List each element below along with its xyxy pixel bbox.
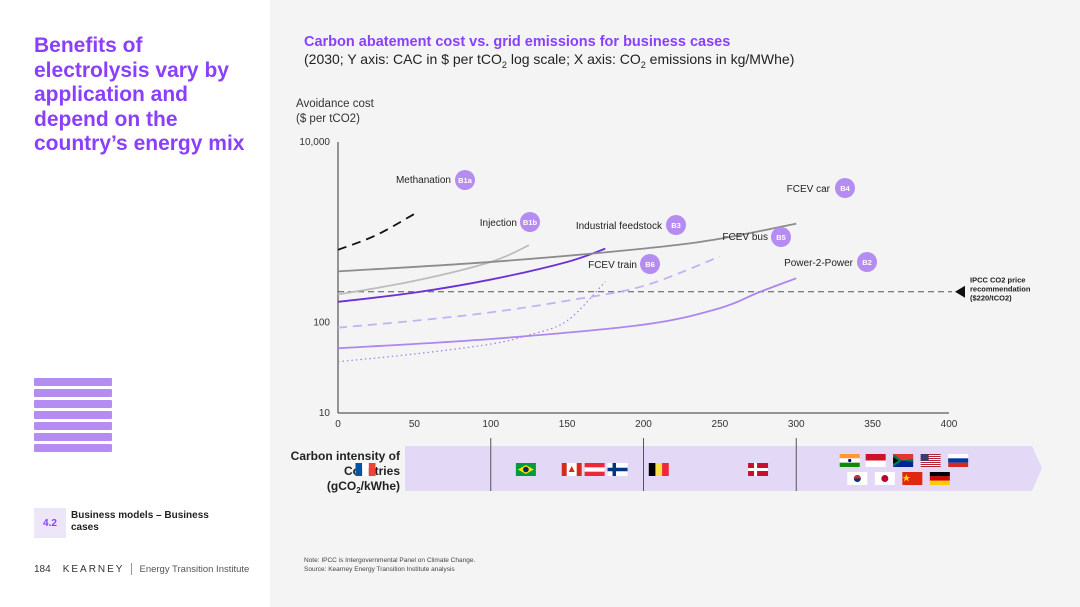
france-flag xyxy=(355,463,376,476)
series-line-b5 xyxy=(337,255,721,329)
ipcc-label: recommendation xyxy=(970,285,1031,294)
germany-flag xyxy=(929,472,950,485)
finland-flag xyxy=(607,463,628,476)
badge-text-b1a: B1a xyxy=(458,176,473,185)
x-tick-label: 300 xyxy=(788,419,805,430)
series-line-b3 xyxy=(337,247,606,303)
badge-text-b3: B3 xyxy=(671,221,681,230)
south-korea-flag xyxy=(847,472,868,485)
y-axis-label-line1: Avoidance cost xyxy=(296,98,375,110)
badge-b5 xyxy=(771,227,791,247)
series-label-b3: Industrial feedstock xyxy=(576,221,663,232)
decorative-stripes xyxy=(34,378,112,455)
badge-b1a xyxy=(455,170,475,190)
x-tick-label: 150 xyxy=(559,419,576,430)
badge-b1b xyxy=(520,212,540,232)
section-label: Business models – Business cases xyxy=(71,510,209,533)
russia-flag xyxy=(948,454,969,467)
x-tick-label: 50 xyxy=(409,419,421,430)
y-tick-label: 10 xyxy=(319,408,331,419)
badge-b4 xyxy=(835,178,855,198)
usa-flag xyxy=(920,454,941,467)
x-tick-label: 200 xyxy=(635,419,652,430)
badge-text-b4: B4 xyxy=(840,184,850,193)
denmark-flag xyxy=(748,463,769,476)
china-flag xyxy=(902,472,923,485)
series-label-b2: Power-2-Power xyxy=(784,258,854,269)
institute-name: Energy Transition Institute xyxy=(139,563,250,575)
badge-text-b6: B6 xyxy=(645,260,655,269)
y-tick-label: 10,000 xyxy=(299,137,330,148)
series-line-b2 xyxy=(337,277,797,350)
badge-text-b1b: B1b xyxy=(523,218,538,227)
ipcc-arrow-icon xyxy=(955,285,965,298)
ipcc-label: IPCC CO2 price xyxy=(970,276,1025,285)
series-label-b1b: Injection xyxy=(480,218,517,229)
badge-text-b5: B5 xyxy=(776,233,786,242)
right-panel xyxy=(270,0,1080,607)
x-tick-label: 100 xyxy=(482,419,499,430)
x-tick-label: 350 xyxy=(864,419,881,430)
left-panel: Benefits of electrolysis vary by applica… xyxy=(0,0,270,607)
footer: 184 KEARNEY Energy Transition Institute xyxy=(34,563,249,575)
india-flag xyxy=(839,454,860,467)
austria-flag xyxy=(584,463,605,476)
footnote: Note: IPCC is Intergovernmental Panel on… xyxy=(304,557,475,574)
footnote-source: Source: Kearney Energy Transition Instit… xyxy=(304,565,455,573)
badge-b2 xyxy=(857,252,877,272)
x-tick-label: 250 xyxy=(712,419,729,430)
section-marker: 4.2 Business models – Business cases xyxy=(34,508,234,538)
series-label-b1a: Methanation xyxy=(396,175,451,186)
footnote-note: Note: IPCC is Intergovernmental Panel on… xyxy=(304,557,476,564)
series-line-b1a xyxy=(337,213,415,251)
series-label-b4: FCEV car xyxy=(787,184,831,195)
y-tick-label: 100 xyxy=(313,318,330,329)
series-line-b4 xyxy=(337,222,797,273)
badge-b6 xyxy=(640,254,660,274)
page-number: 184 xyxy=(34,563,51,575)
belgium-flag xyxy=(648,463,669,476)
canada-flag xyxy=(561,463,582,476)
brazil-flag xyxy=(515,463,536,476)
indonesia-flag xyxy=(865,454,886,467)
country-title-line1: Carbon intensity of xyxy=(291,449,401,463)
y-axis-label-line2: ($ per tCO2) xyxy=(296,113,360,125)
section-number: 4.2 xyxy=(34,508,66,538)
x-tick-label: 400 xyxy=(941,419,958,430)
ipcc-label: ($220/tCO2) xyxy=(970,294,1012,303)
badge-text-b2: B2 xyxy=(862,258,872,267)
chart-title: Carbon abatement cost vs. grid emissions… xyxy=(304,34,731,50)
country-title-line3: (gCO2/kWhe) xyxy=(327,479,400,495)
south-africa-flag xyxy=(893,454,914,467)
japan-flag xyxy=(874,472,895,485)
series-line-b6 xyxy=(337,281,606,363)
series-line-b1b xyxy=(337,244,530,296)
series-label-b6: FCEV train xyxy=(588,260,637,271)
series-label-b5: FCEV bus xyxy=(722,232,768,243)
chart-subtitle: (2030; Y axis: CAC in $ per tCO2 log sca… xyxy=(304,51,795,70)
badge-b3 xyxy=(666,215,686,235)
slide-headline: Benefits of electrolysis vary by applica… xyxy=(34,34,245,155)
brand-logo: KEARNEY xyxy=(62,563,125,575)
x-tick-label: 0 xyxy=(335,419,341,430)
